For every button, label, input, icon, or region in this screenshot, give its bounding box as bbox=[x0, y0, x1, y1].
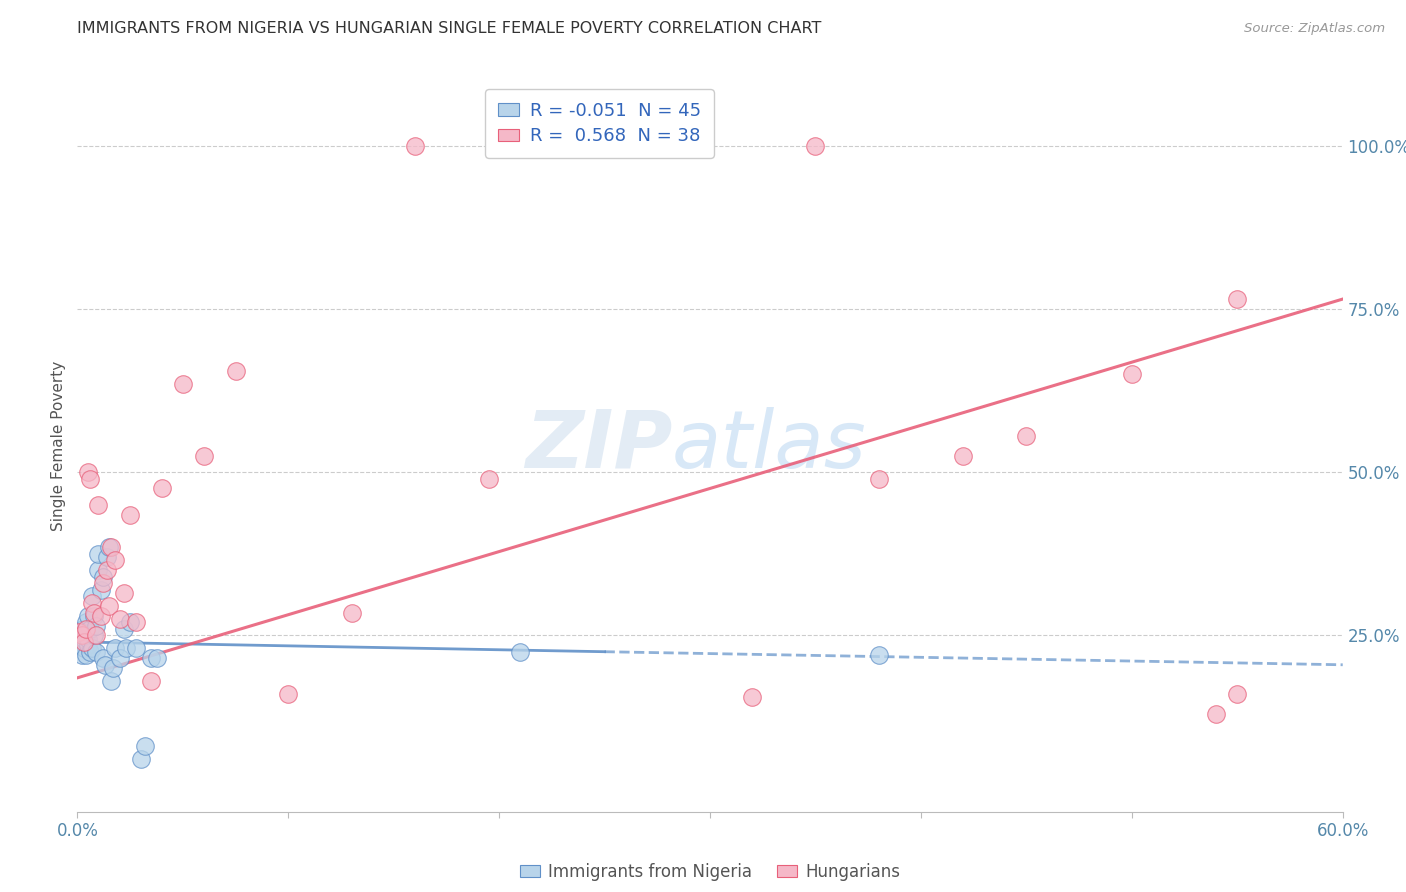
Point bbox=[96, 549, 118, 564]
Point bbox=[478, 472, 501, 486]
Point bbox=[120, 615, 141, 630]
Point bbox=[172, 376, 194, 391]
Point bbox=[868, 648, 890, 662]
Point bbox=[69, 628, 91, 642]
Point bbox=[1226, 687, 1249, 701]
Point bbox=[70, 648, 93, 662]
Point bbox=[125, 641, 148, 656]
Point bbox=[100, 540, 122, 554]
Point bbox=[108, 612, 131, 626]
Y-axis label: Single Female Poverty: Single Female Poverty bbox=[51, 361, 66, 531]
Text: atlas: atlas bbox=[672, 407, 868, 485]
Point bbox=[86, 618, 108, 632]
Point bbox=[73, 641, 96, 656]
Point bbox=[104, 641, 127, 656]
Point bbox=[1121, 367, 1143, 381]
Point bbox=[277, 687, 299, 701]
Point bbox=[67, 638, 90, 652]
Point bbox=[87, 547, 110, 561]
Point bbox=[868, 472, 890, 486]
Point bbox=[741, 690, 763, 705]
Point bbox=[193, 449, 215, 463]
Point bbox=[73, 632, 96, 646]
Point bbox=[76, 632, 98, 646]
Point bbox=[82, 589, 104, 603]
Point bbox=[96, 563, 118, 577]
Point bbox=[93, 657, 115, 672]
Point bbox=[75, 615, 97, 630]
Point bbox=[1226, 292, 1249, 306]
Point bbox=[75, 648, 97, 662]
Point bbox=[146, 651, 169, 665]
Point bbox=[82, 596, 104, 610]
Point bbox=[1015, 429, 1038, 443]
Point bbox=[91, 651, 114, 665]
Legend: Immigrants from Nigeria, Hungarians: Immigrants from Nigeria, Hungarians bbox=[513, 856, 907, 888]
Point bbox=[70, 628, 93, 642]
Point bbox=[225, 364, 247, 378]
Point bbox=[98, 599, 120, 613]
Point bbox=[79, 472, 101, 486]
Point bbox=[67, 632, 90, 646]
Text: IMMIGRANTS FROM NIGERIA VS HUNGARIAN SINGLE FEMALE POVERTY CORRELATION CHART: IMMIGRANTS FROM NIGERIA VS HUNGARIAN SIN… bbox=[77, 21, 821, 37]
Point bbox=[112, 586, 135, 600]
Point bbox=[90, 608, 111, 623]
Point bbox=[73, 625, 96, 640]
Point bbox=[87, 498, 110, 512]
Point bbox=[103, 661, 124, 675]
Point bbox=[83, 628, 105, 642]
Point bbox=[1205, 706, 1227, 721]
Point bbox=[115, 641, 138, 656]
Point bbox=[150, 482, 173, 496]
Text: Source: ZipAtlas.com: Source: ZipAtlas.com bbox=[1244, 22, 1385, 36]
Point bbox=[108, 651, 131, 665]
Point bbox=[79, 622, 101, 636]
Point bbox=[804, 138, 827, 153]
Point bbox=[134, 739, 156, 754]
Point bbox=[76, 638, 98, 652]
Point bbox=[73, 635, 96, 649]
Point bbox=[104, 553, 127, 567]
Point bbox=[100, 674, 122, 689]
Point bbox=[83, 608, 105, 623]
Point bbox=[72, 622, 94, 636]
Point bbox=[141, 651, 163, 665]
Point bbox=[70, 635, 93, 649]
Point bbox=[129, 752, 152, 766]
Point bbox=[404, 138, 426, 153]
Point bbox=[82, 641, 104, 656]
Point bbox=[83, 606, 105, 620]
Point bbox=[75, 622, 97, 636]
Text: ZIP: ZIP bbox=[524, 407, 672, 485]
Point bbox=[952, 449, 974, 463]
Point bbox=[91, 569, 114, 583]
Point bbox=[75, 628, 97, 642]
Point bbox=[125, 615, 148, 630]
Point bbox=[90, 582, 111, 597]
Point bbox=[340, 606, 363, 620]
Point bbox=[91, 576, 114, 591]
Point bbox=[509, 645, 531, 659]
Point bbox=[87, 563, 110, 577]
Point bbox=[76, 465, 98, 479]
Point bbox=[112, 622, 135, 636]
Point bbox=[67, 625, 90, 640]
Point bbox=[86, 628, 108, 642]
Point bbox=[86, 645, 108, 659]
Point bbox=[120, 508, 141, 522]
Point bbox=[79, 645, 101, 659]
Point bbox=[76, 608, 98, 623]
Point bbox=[141, 674, 163, 689]
Point bbox=[98, 540, 120, 554]
